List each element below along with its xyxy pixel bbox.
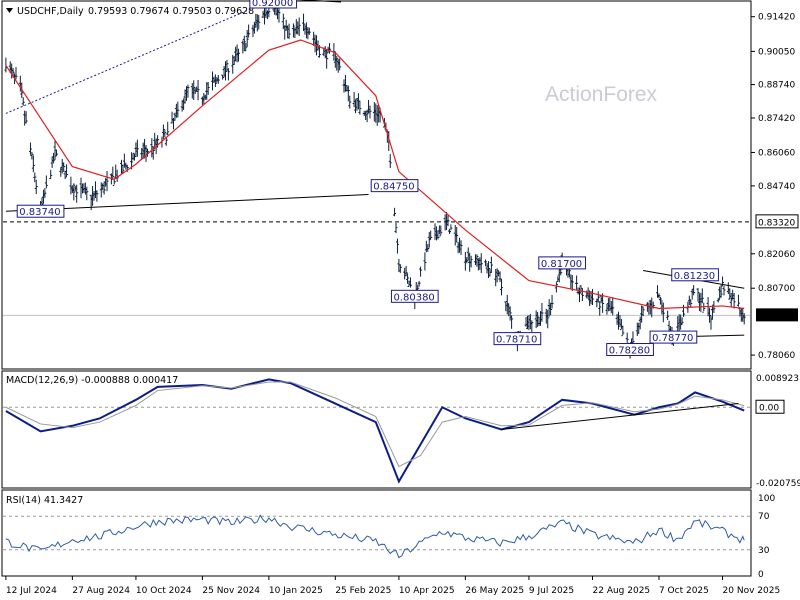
price-label: 0.83740 bbox=[19, 207, 60, 218]
trendline bbox=[5, 193, 369, 212]
rsi-line bbox=[5, 514, 745, 559]
macd-plot bbox=[3, 378, 750, 484]
date-axis-tick-label: 20 Nov 2025 bbox=[723, 586, 781, 596]
price-axis-tick-label: 0.88740 bbox=[758, 81, 795, 91]
price-label-box bbox=[649, 330, 698, 344]
date-axis-tick-label: 12 Jul 2024 bbox=[6, 586, 57, 596]
price-label: 0.84750 bbox=[373, 182, 414, 193]
rsi-panel-frame bbox=[1, 489, 752, 577]
date-axis-tick-label: 10 Apr 2025 bbox=[399, 586, 455, 596]
rsi-axis-tick-label: 0 bbox=[758, 570, 764, 580]
macd-panel-frame bbox=[1, 370, 752, 489]
rsi-axis-tick-label: 70 bbox=[758, 512, 770, 522]
price-label-box bbox=[249, 0, 298, 9]
macd-signal-line bbox=[5, 381, 745, 468]
price-label: 0.78710 bbox=[496, 335, 537, 346]
price-label-box bbox=[493, 332, 542, 346]
macd-title: MACD(12,26,9) -0.000888 0.000417 bbox=[6, 375, 178, 386]
price-axis-tick-label: 0.84740 bbox=[758, 182, 795, 192]
macd-zero-tag bbox=[755, 399, 785, 414]
date-axis-tick-label: 10 Oct 2024 bbox=[136, 586, 192, 596]
price-label-box bbox=[390, 289, 439, 303]
price-axis-tick-label: 0.80700 bbox=[758, 284, 795, 294]
macd-axis-tick-label: 0.008923 bbox=[756, 374, 799, 384]
macd-axis-tick-label: 0.00 bbox=[759, 404, 779, 414]
date-axis-tick-label: 10 Jan 2025 bbox=[269, 586, 323, 596]
trendline bbox=[296, 0, 342, 3]
price-axis-tick-label: 0.86060 bbox=[758, 148, 795, 158]
price-label-box bbox=[671, 268, 719, 282]
watermark: ActionForex bbox=[545, 83, 658, 106]
price-panel-frame bbox=[1, 0, 752, 370]
axes: 0.91420 0.90050 0.88740 0.87420 0.86060 0.847… bbox=[5, 13, 800, 596]
price-axis-tick-label: 0.82060 bbox=[758, 250, 795, 260]
price-label: 0.78280 bbox=[609, 346, 650, 357]
current-price-tag-label: 0.79628 bbox=[758, 312, 795, 322]
level-price-tag bbox=[755, 214, 799, 229]
date-axis-tick-label: 9 Jul 2025 bbox=[529, 586, 574, 596]
date-axis-tick-label: 7 Oct 2025 bbox=[659, 586, 709, 596]
moving-average-line bbox=[5, 39, 745, 310]
price-label-box bbox=[538, 256, 587, 270]
date-axis-tick-label: 26 May 2025 bbox=[465, 586, 524, 596]
rsi-axis-tick-label: 30 bbox=[758, 546, 770, 556]
macd-axis-tick-label: -0.020759 bbox=[756, 479, 800, 489]
symbol-dropdown-icon[interactable] bbox=[6, 8, 13, 13]
date-axis-tick-label: 25 Nov 2024 bbox=[202, 586, 260, 596]
level-price-tag-label: 0.83320 bbox=[758, 218, 795, 228]
ohlc-readout: 0.79593 0.79674 0.79503 0.79628 bbox=[88, 6, 254, 17]
price-label: 0.81700 bbox=[541, 259, 582, 270]
macd-line bbox=[5, 378, 745, 484]
price-axis-tick-label: 0.87420 bbox=[758, 114, 795, 124]
price-label: 0.78770 bbox=[652, 333, 693, 344]
date-axis-tick-label: 27 Aug 2024 bbox=[72, 586, 130, 596]
rsi-title: RSI(14) 41.3427 bbox=[6, 495, 83, 506]
price-axis-tick-label: 0.91420 bbox=[758, 13, 795, 23]
price-label-box bbox=[606, 343, 654, 357]
price-plot: 0.92000 0.83740 0.84750 0.80380 0.81700 0.787… bbox=[3, 0, 750, 359]
rsi-plot bbox=[3, 514, 750, 559]
price-label-box bbox=[16, 204, 65, 218]
price-label: 0.92000 bbox=[252, 0, 293, 9]
current-price-tag bbox=[756, 308, 798, 322]
symbol-label: USDCHF,Daily bbox=[17, 6, 84, 17]
macd-trendline bbox=[501, 403, 739, 430]
price-label-box bbox=[370, 179, 419, 193]
trendline bbox=[5, 0, 274, 114]
date-axis-tick-label: 22 Aug 2025 bbox=[593, 586, 651, 596]
price-axis-tick-label: 0.90050 bbox=[758, 47, 795, 57]
date-axis-tick-label: 25 Feb 2025 bbox=[335, 586, 391, 596]
rsi-axis-tick-label: 100 bbox=[758, 494, 775, 504]
price-label: 0.81230 bbox=[674, 271, 715, 282]
price-axis-tick-label: 0.78060 bbox=[758, 351, 795, 361]
price-label: 0.80380 bbox=[393, 292, 434, 303]
